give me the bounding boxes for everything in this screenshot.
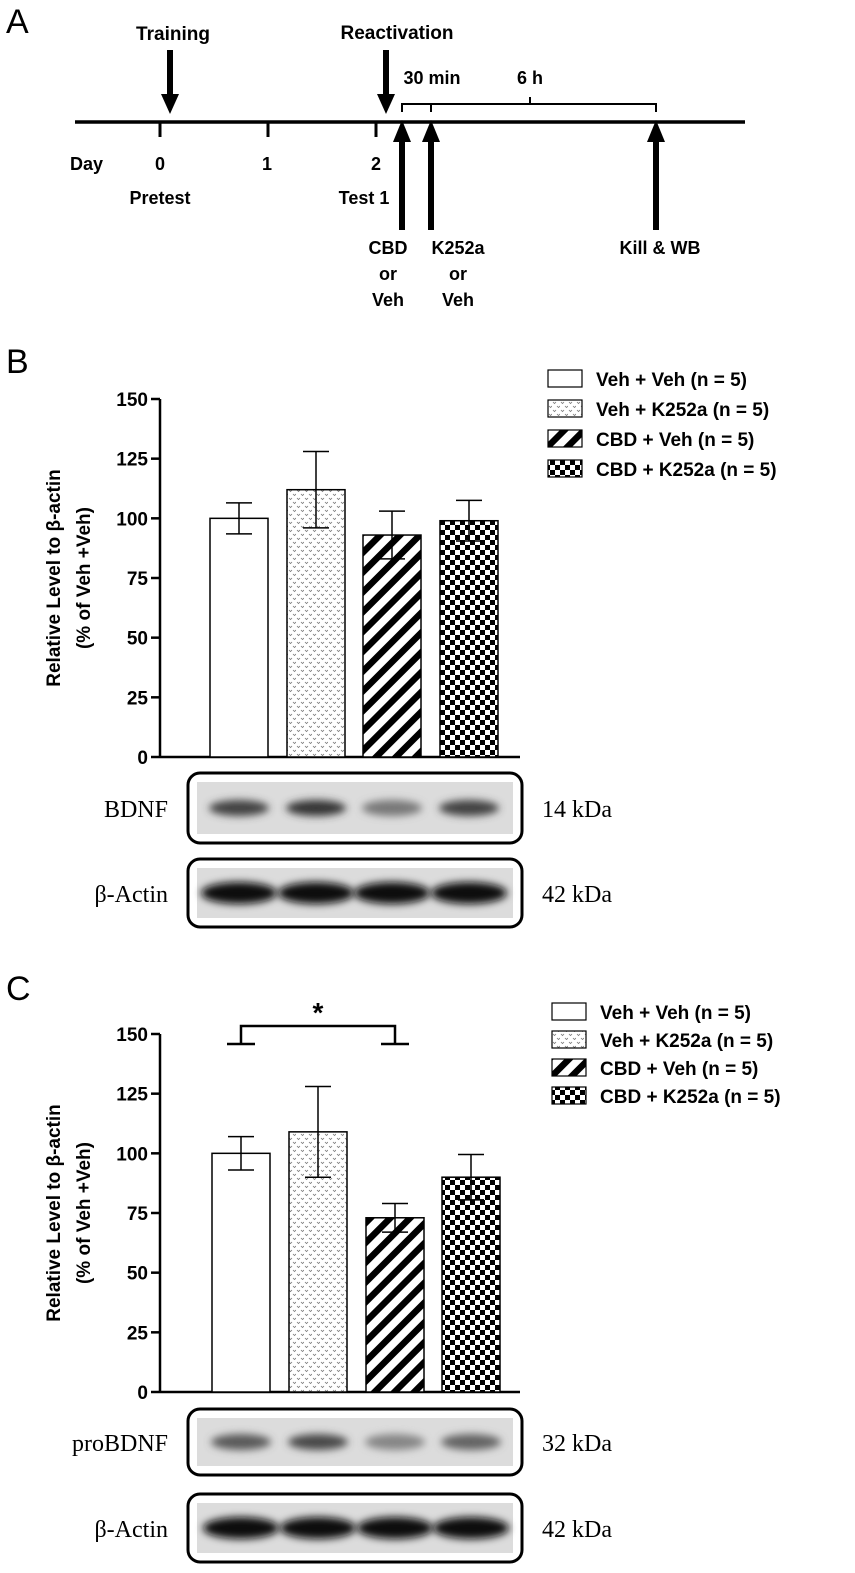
- blot-protein-label: proBDNF: [72, 1431, 168, 1457]
- legend-swatch: [551, 1086, 587, 1105]
- y-tick-label: 25: [127, 688, 149, 709]
- blot-size-label: 42 kDa: [542, 882, 612, 908]
- blot-band: [362, 800, 422, 816]
- legend-swatch: [551, 1058, 587, 1077]
- legend-swatch: [547, 369, 583, 388]
- panel-label-c: C: [6, 970, 31, 1008]
- interval-6h-label: 6 h: [517, 68, 543, 88]
- bar: [211, 1152, 271, 1393]
- bar: [362, 534, 422, 758]
- y-tick-label: 125: [116, 450, 148, 471]
- k252a-label-line2: or: [449, 264, 467, 284]
- blot-band: [280, 1517, 356, 1539]
- bar: [441, 1176, 501, 1393]
- blot-protein-label: β-Actin: [94, 882, 168, 908]
- cbd-label-line2: or: [379, 264, 397, 284]
- chart-panel-b: 0 25 50 75 100 125 150 Relative Level to β-acti…: [44, 369, 777, 929]
- y-tick-label: 75: [127, 569, 149, 590]
- y-tick-label: 100: [116, 1144, 148, 1165]
- blot-band: [433, 1517, 509, 1539]
- training-label: Training: [136, 24, 210, 45]
- legend-swatch: [547, 429, 583, 448]
- blot-band: [201, 882, 277, 904]
- y-tick-label: 100: [116, 509, 148, 530]
- blot-band: [209, 800, 269, 816]
- blot-band: [203, 1517, 279, 1539]
- reactivation-label: Reactivation: [341, 23, 454, 44]
- legend-label: CBD + Veh (n = 5): [600, 1059, 758, 1080]
- legend-label: CBD + K252a (n = 5): [596, 460, 777, 481]
- pretest-label: Pretest: [129, 188, 190, 208]
- y-tick-label: 25: [127, 1323, 149, 1344]
- day-label: Day: [70, 154, 103, 174]
- k252a-label-line1: K252a: [431, 238, 485, 258]
- y-axis-label: (% of Veh +Veh): [74, 507, 95, 649]
- blot-band: [288, 1434, 348, 1450]
- blot-band: [354, 882, 430, 904]
- bar: [209, 517, 269, 758]
- y-tick-label: 75: [127, 1204, 149, 1225]
- blot-band: [211, 1434, 271, 1450]
- panel-label-a: A: [6, 3, 29, 41]
- interval-30min-label: 30 min: [403, 68, 460, 88]
- blot-protein-label: β-Actin: [94, 1517, 168, 1543]
- legend-swatch: [551, 1002, 587, 1021]
- legend-label: Veh + K252a (n = 5): [600, 1031, 773, 1052]
- bracket-30min: [401, 103, 432, 112]
- cbd-arrow-head: [393, 120, 411, 142]
- significance-bracket: [227, 1024, 409, 1046]
- blot-band: [286, 800, 346, 816]
- bracket-6h: [431, 103, 657, 112]
- bar: [365, 1217, 425, 1393]
- legend-label: Veh + Veh (n = 5): [596, 370, 747, 391]
- y-tick-label: 125: [116, 1085, 148, 1106]
- legend-label: CBD + Veh (n = 5): [596, 430, 754, 451]
- legend-swatch: [547, 459, 583, 478]
- kill-arrow-head: [647, 120, 665, 142]
- blot-band: [431, 882, 507, 904]
- y-tick-label: 50: [127, 1264, 148, 1285]
- y-tick-label: 50: [127, 629, 148, 650]
- blot-band: [278, 882, 354, 904]
- k252a-arrow-head: [422, 120, 440, 142]
- y-axis-label: (% of Veh +Veh): [74, 1142, 95, 1284]
- panel-label-b: B: [6, 343, 29, 381]
- y-axis-label: Relative Level to β-actin: [44, 1104, 65, 1322]
- day-tick-label-2: 2: [371, 154, 381, 174]
- blot-band: [357, 1517, 433, 1539]
- test1-label: Test 1: [339, 188, 390, 208]
- timeline-diagram: Day 0 1 2 Training Reactivation Pretest …: [70, 23, 745, 310]
- legend-swatch: [551, 1030, 587, 1049]
- training-arrow-head: [161, 94, 179, 114]
- reactivation-arrow-head: [377, 94, 395, 114]
- legend-label: Veh + Veh (n = 5): [600, 1003, 751, 1024]
- day-tick-label-1: 1: [262, 154, 272, 174]
- blot-protein-label: BDNF: [104, 797, 168, 823]
- blot-size-label: 32 kDa: [542, 1431, 612, 1457]
- legend-swatch: [547, 399, 583, 418]
- y-axis-label: Relative Level to β-actin: [44, 469, 65, 687]
- y-tick-label: 0: [137, 748, 148, 769]
- y-tick-label: 150: [116, 1025, 148, 1046]
- blot-band: [441, 1434, 501, 1450]
- chart-panel-c: 0 25 50 75 100 125 150 Relative Level to β-acti…: [44, 997, 781, 1564]
- kill-label: Kill & WB: [620, 238, 701, 258]
- legend-label: Veh + K252a (n = 5): [596, 400, 769, 421]
- y-tick-label: 150: [116, 390, 148, 411]
- significance-star: *: [313, 997, 324, 1028]
- bar: [286, 488, 346, 758]
- cbd-label-line1: CBD: [369, 238, 408, 258]
- y-tick-label: 0: [137, 1383, 148, 1404]
- blot-band: [365, 1434, 425, 1450]
- blot-size-label: 42 kDa: [542, 1517, 612, 1543]
- blot-size-label: 14 kDa: [542, 797, 612, 823]
- cbd-label-line3: Veh: [372, 290, 404, 310]
- day-tick-label-0: 0: [155, 154, 165, 174]
- k252a-label-line3: Veh: [442, 290, 474, 310]
- legend-label: CBD + K252a (n = 5): [600, 1087, 781, 1108]
- blot-band: [439, 800, 499, 816]
- bar: [439, 519, 499, 758]
